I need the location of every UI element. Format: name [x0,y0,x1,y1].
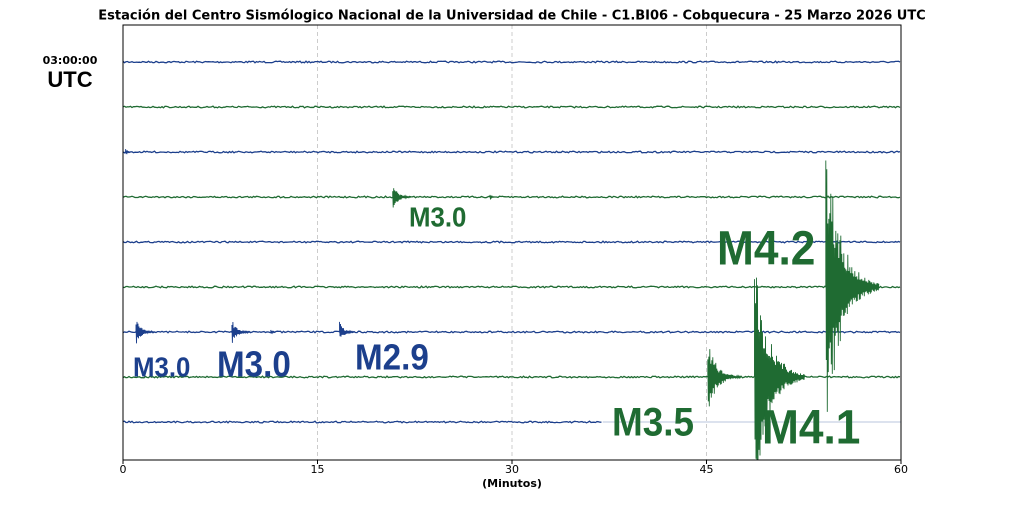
event-waveform [754,277,805,460]
event-label: M4.1 [762,402,860,455]
trace [123,240,901,244]
x-tick-label: 30 [505,463,519,476]
plot-frame [122,24,902,461]
event-label: M3.5 [612,401,694,445]
x-tick-label: 60 [894,463,908,476]
event-waveform [339,321,356,337]
event-label: M3.0 [217,344,291,385]
event-waveform [707,349,742,407]
event-waveform [135,321,155,344]
trace [123,420,602,424]
x-tick-label: 0 [120,463,127,476]
trace [123,60,901,64]
event-waveform [125,149,131,155]
trace [123,105,901,109]
event-label: M4.2 [717,223,815,276]
event-waveform [231,321,251,343]
trace [123,285,901,289]
event-waveform [489,194,496,200]
event-label: M2.9 [355,337,429,378]
event-waveform [270,329,276,335]
traces [123,60,901,460]
x-tick-label: 45 [700,463,714,476]
trace [123,330,901,334]
trace [123,195,901,199]
chart-title: Estación del Centro Sismólogico Nacional… [98,9,925,24]
start-time: 03:00:00 [43,54,98,67]
trace [123,150,901,154]
event-label: M3.0 [133,351,190,382]
x-axis-label: (Minutos) [482,477,542,490]
event-waveform [825,160,880,412]
event-label: M3.0 [409,201,466,232]
timezone: UTC [47,67,92,92]
x-tick-label: 15 [311,463,325,476]
labels: M3.0 M3.0 M3.0 M2.9 M3.5 M4.1 M4.2 [133,201,860,454]
event-waveform [392,188,412,208]
